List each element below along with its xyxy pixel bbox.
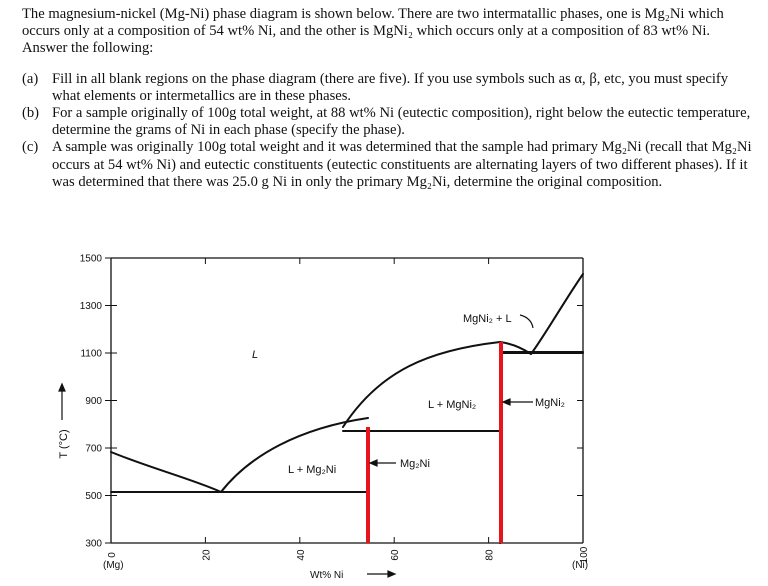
question-a: (a) Fill in all blank regions on the pha… [22,71,752,105]
y-tick-label: 1500 [80,254,103,265]
problem-intro: The magnesium-nickel (Mg-Ni) phase diagr… [22,6,724,57]
liquid-label: L [252,349,258,361]
question-c: (c) A sample was originally 100g total w… [22,139,752,191]
x-tick-label: 60 [390,549,401,561]
label-arrows [58,314,534,578]
l-mg2ni-label: L + Mg₂Ni [288,464,336,476]
question-b-text: For a sample originally of 100g total we… [52,105,751,139]
y-tick-label: 1300 [80,301,103,312]
axis-ticks: 0 20 40 60 80 100 1500 1300 1100 900 700 500 300 [80,254,590,564]
axis-frame [110,257,584,544]
question-a-label: (a) [22,70,39,87]
x-tick-label: 0 [107,552,118,558]
y-tick-label: 900 [85,396,102,407]
phase-diagram: 0 20 40 60 80 100 1500 1300 1100 900 700 500 300 [58,254,590,582]
x-tick-label: 40 [296,549,307,561]
question-b-label: (b) [22,105,40,122]
phase-boundaries [110,273,584,544]
l-mgni2-label: L + MgNi₂ [428,399,476,411]
liquidus-mg2ni [220,417,369,493]
liquidus-ni-side [530,273,584,355]
x-left-end-label: (Mg) [103,560,124,571]
mg2ni-arrowhead [368,459,378,467]
y-tick-label: 1100 [80,349,102,360]
mg2ni-label: Mg₂Ni [400,458,430,470]
y-axis-label: T (°C) [58,429,70,458]
mgni2-l-pointer [519,314,534,329]
y-tick-label: 300 [85,539,102,550]
x-axis-label: Wt% Ni [310,570,343,581]
x-label-arrowhead [387,570,397,578]
x-tick-label: 100 [579,546,590,563]
region-labels: L L + Mg₂Ni L + MgNi₂ MgNi₂ + L Mg₂Ni Mg… [252,313,565,476]
problem-text: The magnesium-nickel (Mg-Ni) phase diagr… [22,6,752,191]
mgni2-arrowhead [501,398,511,406]
y-tick-label: 700 [85,444,102,455]
mgni2-l-label: MgNi₂ + L [463,313,512,325]
mgni2-label: MgNi₂ [535,397,565,409]
question-a-text: Fill in all blank regions on the phase d… [52,70,729,104]
x-tick-label: 20 [201,549,212,561]
intermetallic-lines [366,342,503,543]
y-tick-label: 500 [85,491,102,502]
y-label-arrowhead [58,382,66,392]
question-c-label: (c) [22,139,39,156]
question-b: (b) For a sample originally of 100g tota… [22,105,752,139]
x-tick-label: 80 [485,549,496,561]
liquidus-mg-side [110,451,222,493]
x-right-end-label: (Ni) [572,560,588,571]
liquidus-mgni2-left [342,341,501,428]
question-c-text: A sample was originally 100g total weigh… [52,139,752,190]
